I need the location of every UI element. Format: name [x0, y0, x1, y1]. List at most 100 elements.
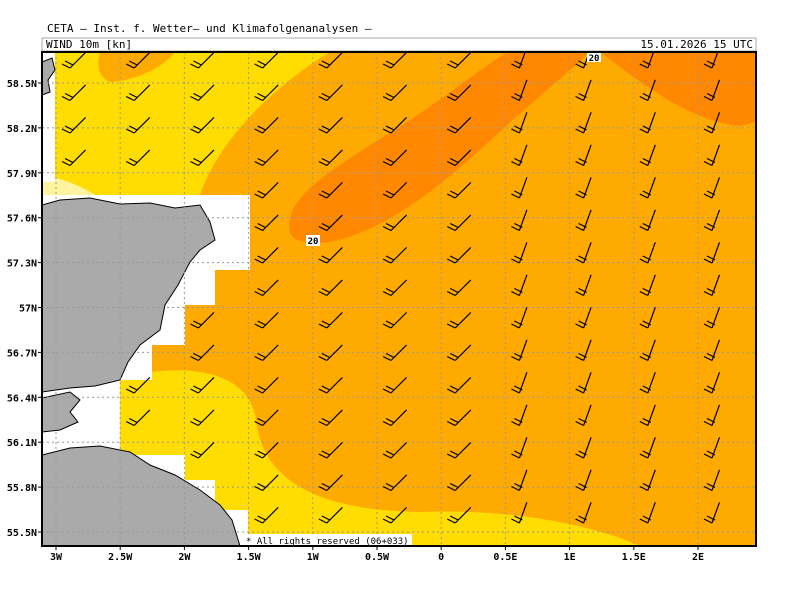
wind-barb [575, 242, 592, 264]
wind-barb [703, 242, 721, 264]
wind-barb [703, 502, 721, 524]
wind-barb [61, 84, 87, 102]
wind-barb [575, 404, 592, 427]
wind-barb [254, 311, 279, 329]
lon-label: 0 [438, 552, 444, 563]
wind-barb [511, 242, 528, 264]
wind-barb [382, 116, 408, 134]
wind-barb [61, 116, 87, 134]
wind-barb [254, 116, 279, 134]
wind-barb [125, 52, 151, 69]
wind-barb [61, 52, 87, 69]
map-frame [41, 51, 757, 547]
wind-barb [318, 181, 343, 199]
wind-barb [318, 214, 343, 232]
wind-barb [382, 441, 408, 459]
lat-label: 58.5N [7, 79, 37, 90]
wind-band-pale [42, 175, 95, 195]
wind-barb [382, 52, 408, 69]
wind-barb [382, 376, 408, 394]
wind-barb [382, 409, 408, 427]
lon-label: 1W [307, 552, 320, 563]
wind-barb [575, 372, 592, 394]
wind-barb [254, 214, 279, 232]
wind-barb [639, 144, 656, 167]
footer-note: * All rights reserved (06+033) [246, 537, 409, 547]
footer-bg [244, 534, 412, 546]
wind-barb [190, 116, 215, 134]
wind-barb [703, 52, 719, 69]
wind-barb [446, 214, 472, 232]
lat-label: 55.8N [7, 483, 37, 494]
wind-barb [703, 372, 721, 394]
land [42, 197, 216, 393]
wind-barb [254, 52, 279, 69]
wind-barb [511, 469, 528, 492]
wind-barb [125, 149, 151, 167]
land [42, 445, 241, 546]
wind-barb [446, 344, 472, 362]
lat-label: 57N [19, 304, 37, 315]
wind-barb [703, 274, 721, 297]
wind-barb [639, 52, 655, 69]
wind-barb [639, 112, 656, 134]
wind-barb [318, 246, 343, 264]
wind-barb [511, 404, 528, 427]
wind-barb [703, 79, 721, 102]
wind-barb [254, 344, 279, 362]
wind-barb [639, 177, 656, 199]
lat-label: 56.7N [7, 348, 37, 359]
wind-barb [639, 79, 656, 102]
wind-barb [446, 279, 472, 297]
wind-barb [703, 112, 721, 134]
wind-barb [190, 409, 215, 427]
lat-label: 58.2N [7, 124, 37, 135]
wind-barb [575, 144, 592, 167]
wind-barb [318, 279, 343, 297]
wind-barb [703, 437, 721, 459]
wind-barb [61, 149, 87, 167]
wind-barb [318, 84, 343, 102]
valid-time: 15.01.2026 15 UTC [640, 38, 753, 51]
wind-barb [639, 274, 656, 297]
wind-barb [446, 376, 472, 394]
wind-barb [639, 469, 656, 492]
wind-barb [511, 307, 528, 329]
wind-barb [446, 409, 472, 427]
wind-barb [446, 246, 472, 264]
wind-barb [382, 506, 408, 524]
wind-barb [511, 209, 528, 232]
contour-label: 20 [308, 237, 319, 247]
wind-barb [446, 84, 472, 102]
wind-barb [254, 279, 279, 297]
wind-barb [382, 149, 408, 167]
wind-barb [382, 214, 408, 232]
wind-barb [190, 149, 215, 167]
wind-barb [190, 441, 215, 459]
wind-barb [318, 52, 343, 69]
lat-label: 55.5N [7, 528, 37, 539]
wind-barb [254, 149, 279, 167]
wind-barb [575, 502, 592, 524]
wind-barb [382, 344, 408, 362]
wind-barb [639, 372, 656, 394]
wind-barb [575, 209, 592, 232]
wind-barb [575, 339, 592, 362]
wind-barb [511, 144, 528, 167]
wind-barb [318, 506, 343, 524]
wind-barb [446, 149, 472, 167]
wind-barb [318, 149, 343, 167]
wind-barb [511, 274, 528, 297]
wind-barb [575, 469, 592, 492]
wind-band-high [289, 52, 590, 243]
wind-barb [511, 112, 528, 134]
wind-barb [575, 177, 592, 199]
wind-barb [703, 177, 721, 199]
wind-barb [703, 469, 721, 492]
lon-label: 0.5E [493, 552, 517, 563]
wind-barb [254, 246, 279, 264]
wind-barb [318, 344, 343, 362]
lon-label: 2E [692, 552, 704, 563]
wind-barb [446, 506, 472, 524]
